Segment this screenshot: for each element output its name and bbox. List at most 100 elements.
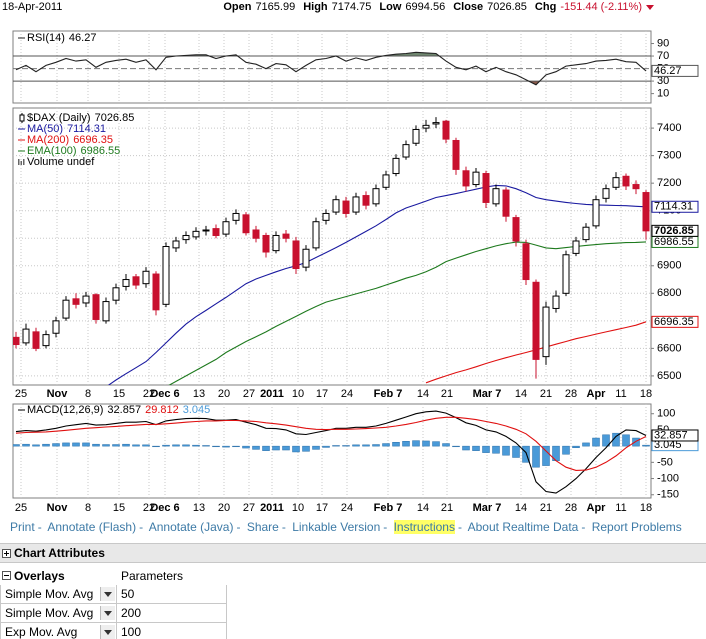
quote-label: Open: [223, 1, 251, 13]
x-tick-label: 24: [341, 388, 353, 400]
histogram-bar: [182, 444, 190, 447]
parameter-input[interactable]: 200: [117, 604, 227, 623]
histogram-bar: [342, 445, 350, 447]
x-tick-label: Feb 7: [374, 388, 403, 400]
y-tick-label: 100: [657, 408, 675, 420]
candle-body: [292, 240, 300, 270]
legend-value: 7026.85: [95, 112, 135, 124]
histogram-bar: [562, 445, 570, 455]
candle-body: [262, 234, 270, 253]
y-tick-label: 6900: [657, 260, 681, 272]
histogram-bar: [592, 437, 600, 447]
x-tick-label: 21: [441, 388, 453, 400]
link[interactable]: Linkable Version: [292, 520, 381, 534]
collapse-icon[interactable]: [2, 571, 11, 580]
x-tick-label: 20: [218, 502, 230, 514]
parameter-input[interactable]: 100: [117, 623, 227, 639]
histogram-bar: [162, 444, 170, 447]
histogram-bar: [602, 434, 610, 447]
x-tick-label: 28: [565, 502, 577, 514]
x-tick-label: 27: [243, 388, 255, 400]
candle-body: [362, 195, 370, 206]
x-tick-label: Apr: [587, 388, 607, 400]
select-value: Simple Mov. Avg: [5, 606, 94, 620]
candle-body: [372, 188, 380, 205]
histogram-bar: [532, 445, 540, 468]
histogram-bar: [32, 444, 40, 447]
x-tick-label: Nov: [47, 388, 69, 400]
overlay-select[interactable]: Simple Mov. Avg: [0, 585, 117, 604]
legend-value: 3.045: [183, 404, 211, 416]
value-tag-box: [651, 64, 699, 77]
candle-body: [502, 189, 510, 217]
quote-value: 7026.85: [487, 1, 527, 13]
y-tick-label: 90: [657, 37, 669, 49]
x-tick-label: 21: [540, 502, 552, 514]
x-tick-label: 8: [85, 502, 91, 514]
candle-body: [442, 120, 450, 140]
link[interactable]: Share: [246, 520, 279, 534]
x-tick-label: Dec 6: [150, 502, 179, 514]
candle-body: [642, 192, 650, 232]
x-tick-label: 11: [615, 388, 626, 400]
y-tick-label: 7300: [657, 150, 681, 162]
legend-name: RSI(14): [27, 32, 65, 44]
value-tag: 6986.55: [654, 236, 694, 248]
parameter-input[interactable]: 50: [117, 585, 227, 604]
overlay-select[interactable]: Simple Mov. Avg: [0, 604, 117, 623]
dropdown-arrow[interactable]: [100, 625, 115, 639]
histogram-bar: [582, 442, 590, 447]
candle-body: [622, 175, 630, 187]
dropdown-arrow[interactable]: [100, 587, 115, 601]
candle-body: [62, 299, 70, 319]
histogram-bar: [152, 445, 160, 448]
histogram-bar: [512, 445, 520, 458]
series-line: [15, 51, 647, 86]
header-cell[interactable]: Overlays: [0, 566, 117, 585]
histogram-bar: [412, 440, 420, 447]
histogram-bar: [292, 445, 300, 453]
link[interactable]: Print: [10, 520, 35, 534]
x-tick-label: 11: [615, 502, 626, 514]
histogram-bar: [172, 444, 180, 447]
x-tick-label: 10: [292, 388, 304, 400]
x-tick-label: Mar 7: [473, 388, 502, 400]
legend-entry: RSI(14) 46.27: [27, 32, 96, 44]
histogram-bar: [222, 445, 230, 448]
value-tag-box: [651, 224, 699, 237]
histogram-bar: [542, 445, 550, 466]
section-title: Chart Attributes: [14, 546, 105, 560]
link[interactable]: Report Problems: [591, 520, 682, 534]
histogram-bar: [332, 445, 340, 447]
expand-icon[interactable]: [2, 549, 11, 559]
dropdown-arrow[interactable]: [100, 606, 115, 620]
y-tick-label: 70: [657, 50, 669, 62]
x-tick-label: Nov: [47, 502, 69, 514]
link[interactable]: Annotate (Flash): [47, 520, 137, 534]
header-cell: Parameters: [117, 566, 227, 585]
histogram-bar: [202, 445, 210, 447]
y-tick-label: 10: [657, 88, 669, 100]
link[interactable]: About Realtime Data: [467, 520, 579, 534]
legend-name: MA(200): [27, 134, 69, 146]
candle-body: [452, 139, 460, 170]
overlay-select[interactable]: Exp Mov. Avg: [0, 623, 117, 639]
candle-body: [72, 298, 80, 305]
x-tick-label: 14: [515, 502, 527, 514]
chart-title: $DAX (Daily): [27, 112, 91, 124]
separator: -: [383, 520, 388, 534]
x-tick-label: 28: [565, 388, 577, 400]
histogram-bar: [502, 445, 510, 456]
chart-attributes-bar[interactable]: Chart Attributes: [0, 543, 706, 563]
legend-entry: MA(50) 7114.31: [27, 123, 106, 135]
histogram-bar: [42, 443, 50, 447]
column-title: Parameters: [121, 568, 184, 583]
x-tick-label: 8: [85, 388, 91, 400]
quote-value: 7165.99: [255, 1, 295, 13]
stock-chart: 18-Apr-2011 Open 7165.99 High 7174.75 Low 6994…: [2, 1, 699, 514]
y-tick-label: -150: [657, 489, 679, 501]
value-tag: 7026.85: [654, 225, 694, 237]
link[interactable]: Annotate (Java): [148, 520, 234, 534]
link[interactable]: Instructions: [393, 520, 455, 534]
chart-title: MACD(12,26,9): [27, 404, 103, 416]
